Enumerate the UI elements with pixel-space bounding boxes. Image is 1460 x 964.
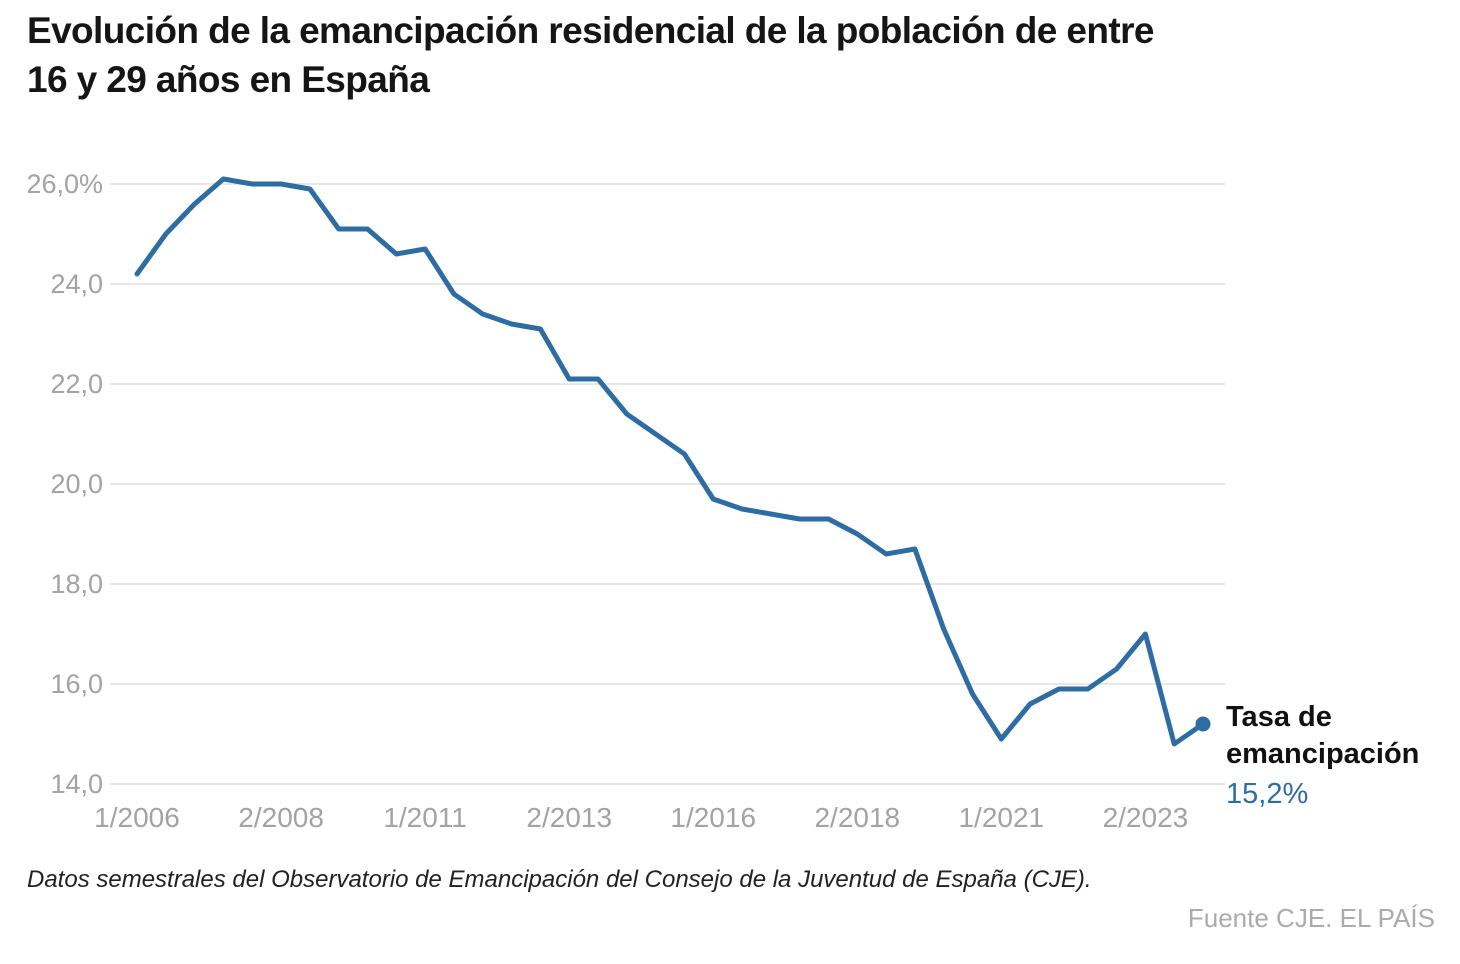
- series-value-label: 15,2%: [1226, 778, 1309, 810]
- x-axis-label: 1/2006: [94, 802, 180, 833]
- chart-title-line1: Evolución de la emancipación residencial…: [27, 10, 1154, 51]
- x-axis-label: 2/2008: [238, 802, 324, 833]
- end-point-dot: [1195, 716, 1211, 732]
- series-annotation: Tasa de emancipación 15,2%: [1226, 699, 1451, 811]
- x-axis-label: 1/2021: [958, 802, 1044, 833]
- series-label-line2: emancipación: [1226, 738, 1420, 770]
- source-credit: Fuente CJE. EL PAÍS: [1187, 903, 1435, 933]
- y-axis-label: 14,0: [50, 769, 103, 799]
- y-axis-label: 16,0: [50, 669, 103, 699]
- y-axis-label: 22,0: [50, 369, 103, 399]
- x-axis-label: 1/2011: [383, 802, 467, 833]
- x-axis-label: 2/2018: [814, 802, 900, 833]
- trend-line: [134, 176, 1206, 747]
- y-axis-label: 24,0: [50, 269, 103, 299]
- y-axis-label: 20,0: [50, 469, 103, 499]
- chart-title: Evolución de la emancipación residencial…: [27, 6, 1427, 104]
- x-axis-label: 2/2013: [526, 802, 612, 833]
- series-label-line1: Tasa de: [1226, 701, 1332, 733]
- x-axis-label: 2/2023: [1103, 802, 1189, 833]
- x-axis-label: 1/2016: [670, 802, 756, 833]
- y-axis-label: 18,0: [50, 569, 103, 599]
- y-axis-label: 26,0%: [26, 169, 103, 199]
- footnote: Datos semestrales del Observatorio de Em…: [27, 866, 1092, 893]
- chart-title-line2: 16 y 29 años en España: [27, 59, 430, 100]
